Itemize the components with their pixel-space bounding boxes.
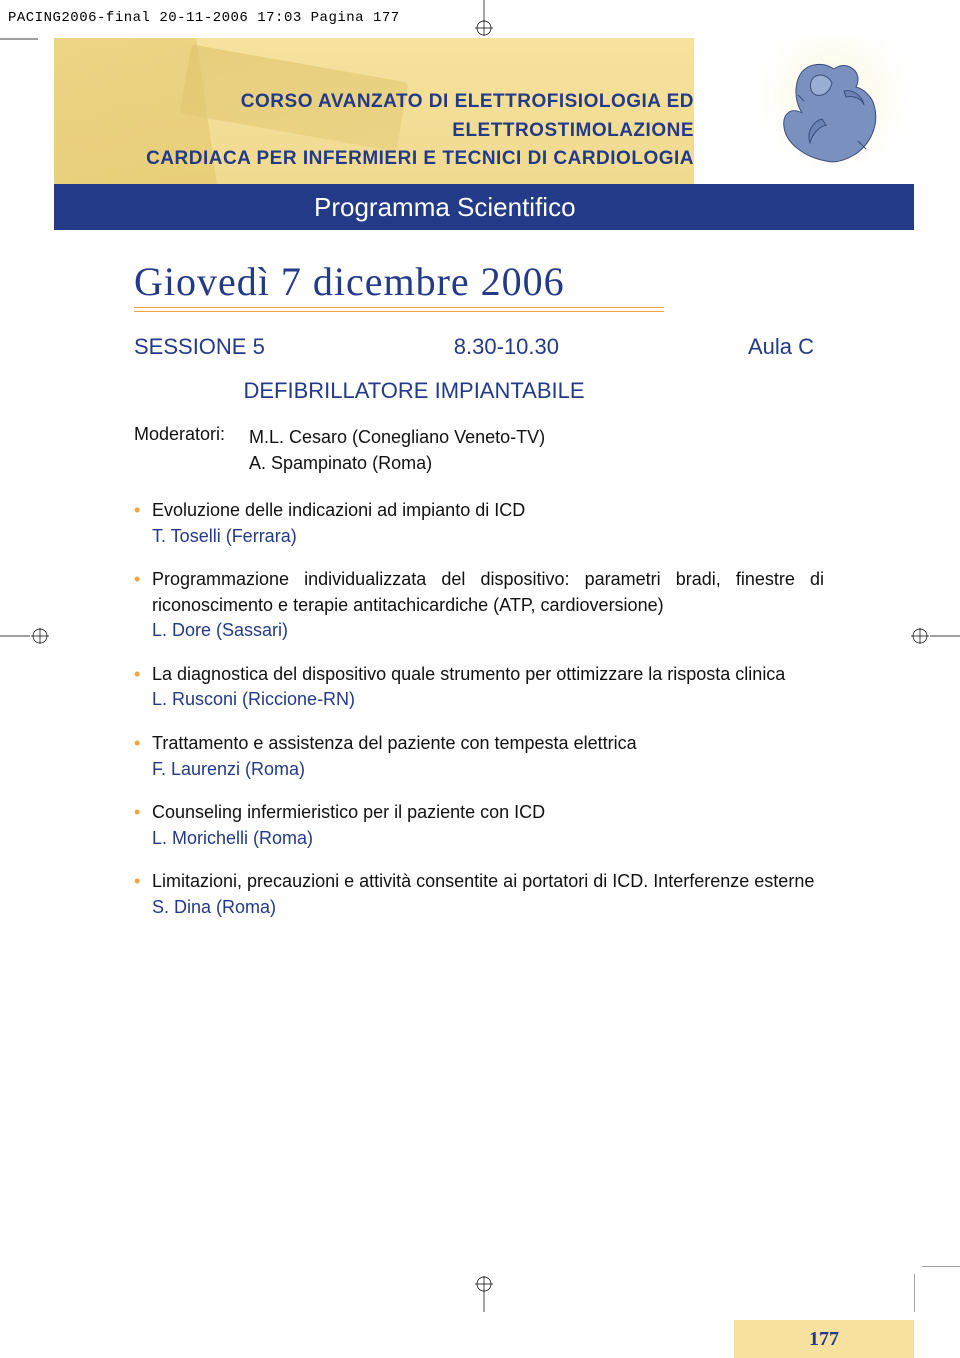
crop-mark-icon (473, 0, 495, 38)
hero-banner: CORSO AVANZATO DI ELETTROFISIOLOGIA ED E… (54, 38, 914, 184)
crop-mark-icon (0, 38, 54, 66)
heart-illustration (754, 38, 914, 184)
crop-mark-icon (0, 625, 54, 647)
moderator-name: A. Spampinato (Roma) (249, 450, 545, 476)
agenda-item: Trattamento e assistenza del paziente co… (134, 731, 824, 782)
agenda-topic: Programmazione individualizzata del disp… (152, 569, 824, 615)
moderator-name: M.L. Cesaro (Conegliano Veneto-TV) (249, 424, 545, 450)
crop-mark-icon (473, 1274, 495, 1312)
crop-mark-icon (914, 1266, 960, 1312)
course-title-line1: CORSO AVANZATO DI ELETTROFISIOLOGIA ED E… (134, 88, 694, 145)
agenda-item: Limitazioni, precauzioni e attività cons… (134, 869, 824, 920)
date-heading: Giovedì 7 dicembre 2006 (134, 258, 854, 305)
moderators-names: M.L. Cesaro (Conegliano Veneto-TV) A. Sp… (249, 424, 545, 476)
agenda-topic: Counseling infermieristico per il pazien… (152, 802, 545, 822)
agenda-speaker: L. Morichelli (Roma) (152, 826, 824, 852)
agenda-speaker: S. Dina (Roma) (152, 895, 824, 921)
agenda-topic: Evoluzione delle indicazioni ad impianto… (152, 500, 525, 520)
page-number: 177 (734, 1320, 914, 1358)
agenda-item: Evoluzione delle indicazioni ad impianto… (134, 498, 824, 549)
print-header: PACING2006-final 20-11-2006 17:03 Pagina… (8, 10, 400, 26)
session-row: SESSIONE 5 8.30-10.30 Aula C (134, 334, 814, 360)
agenda-topic: La diagnostica del dispositivo quale str… (152, 664, 785, 684)
section-bar-label: Programma Scientifico (314, 192, 576, 223)
crop-mark-icon (906, 625, 960, 647)
agenda-item: Counseling infermieristico per il pazien… (134, 800, 824, 851)
moderators-label: Moderatori: (134, 424, 249, 476)
date-underline (134, 307, 854, 312)
agenda-item: Programmazione individualizzata del disp… (134, 567, 824, 644)
agenda-topic: Limitazioni, precauzioni e attività cons… (152, 871, 814, 891)
session-room: Aula C (748, 334, 814, 360)
course-title: CORSO AVANZATO DI ELETTROFISIOLOGIA ED E… (134, 88, 694, 174)
agenda-item: La diagnostica del dispositivo quale str… (134, 662, 824, 713)
section-bar: Programma Scientifico (54, 184, 914, 230)
agenda-speaker: T. Toselli (Ferrara) (152, 524, 824, 550)
agenda-list: Evoluzione delle indicazioni ad impianto… (134, 498, 824, 920)
agenda-speaker: F. Laurenzi (Roma) (152, 757, 824, 783)
agenda-speaker: L. Rusconi (Riccione-RN) (152, 687, 824, 713)
course-title-line2: CARDIACA PER INFERMIERI E TECNICI DI CAR… (134, 145, 694, 174)
agenda-topic: Trattamento e assistenza del paziente co… (152, 733, 637, 753)
moderators-row: Moderatori: M.L. Cesaro (Conegliano Vene… (134, 424, 854, 476)
agenda-speaker: L. Dore (Sassari) (152, 618, 824, 644)
session-time: 8.30-10.30 (265, 334, 748, 360)
session-title: DEFIBRILLATORE IMPIANTABILE (134, 378, 694, 404)
session-name: SESSIONE 5 (134, 334, 265, 360)
